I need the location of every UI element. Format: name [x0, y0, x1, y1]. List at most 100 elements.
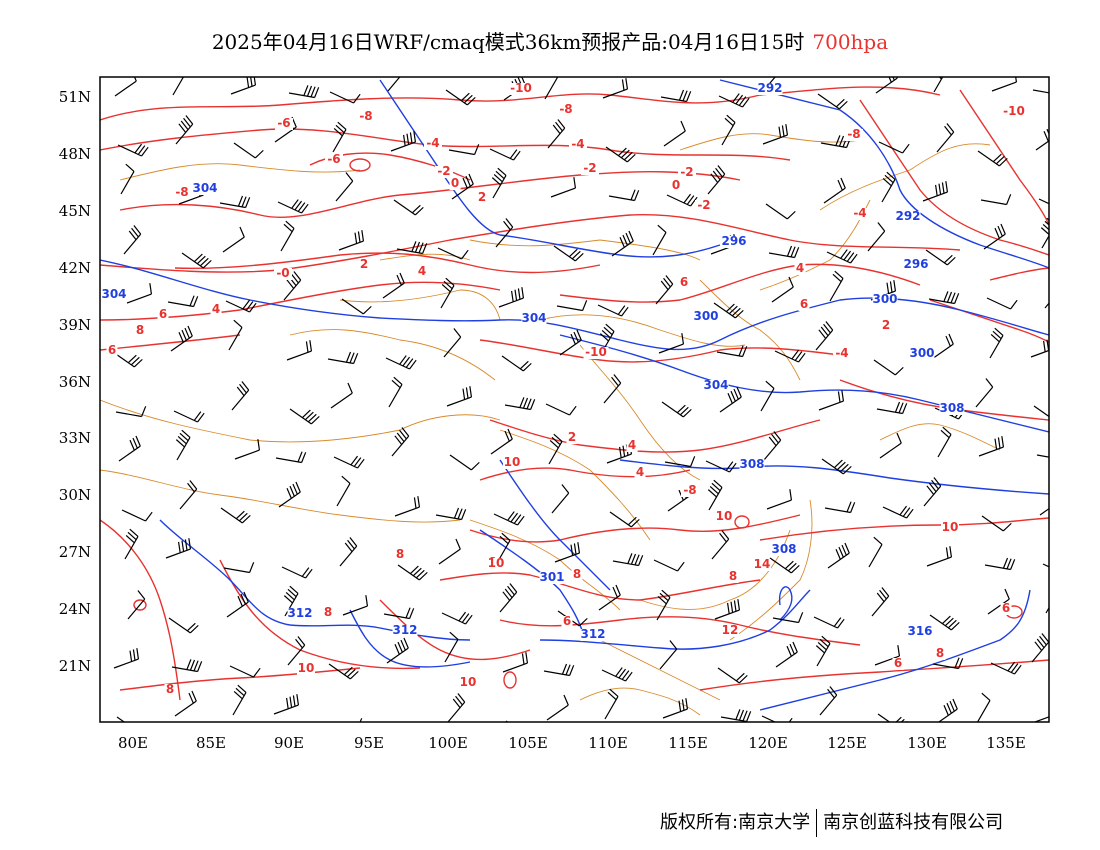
- wind-barb: [491, 167, 507, 199]
- temperature-contour-label: 2: [360, 257, 368, 271]
- wind-barb: [396, 241, 428, 255]
- wind-barb: [611, 230, 634, 257]
- wind-barb: [772, 612, 804, 624]
- wind-barb: [498, 287, 525, 308]
- temperature-contour-line: [929, 299, 1049, 343]
- map-plot-area: -10-8-8-6-6-4-4-2 -20 02-2-4-8-8-102-4-2-0…: [100, 77, 1049, 734]
- terrain-boundary-line: [119, 163, 361, 181]
- geopotential-contour-label: 316: [907, 624, 932, 638]
- contour-label-bg: [394, 549, 406, 561]
- temperature-contour-label: 2: [882, 318, 890, 332]
- contour-label-bg: [106, 345, 118, 357]
- wind-barb: [443, 328, 462, 358]
- wind-barb: [598, 584, 621, 611]
- contour-label-bg: [539, 572, 565, 584]
- temperature-contour-label: 6: [563, 614, 571, 628]
- wind-barb: [937, 426, 952, 458]
- wind-barb: [165, 538, 192, 559]
- temperature-contour-loop: [503, 671, 517, 689]
- contour-label-bg: [435, 166, 453, 178]
- contour-label-bg: [459, 677, 477, 689]
- wind-barb: [127, 590, 146, 620]
- footer-divider: [816, 809, 818, 837]
- contour-label-bg: [693, 311, 719, 323]
- wind-barb: [113, 648, 140, 669]
- wind-barb: [222, 226, 245, 253]
- wind-barb: [123, 225, 142, 255]
- lon-tick-label: 110E: [588, 734, 628, 752]
- wind-barb: [660, 89, 692, 103]
- geopotential-contour-label: 296: [721, 234, 746, 248]
- temperature-contour-label: 4: [636, 465, 644, 479]
- contour-label-bg: [626, 440, 638, 452]
- temperature-contour-label: -8: [175, 185, 188, 199]
- map-frame: [99, 76, 1050, 723]
- lat-tick-label: 48N: [59, 145, 91, 163]
- temperature-contour-line: [499, 616, 861, 646]
- contour-label-bg: [678, 167, 696, 179]
- lon-tick-label: 135E: [986, 734, 1026, 752]
- wind-barb: [813, 616, 845, 629]
- geopotential-contour-label: 292: [757, 81, 782, 95]
- wind-barb: [553, 245, 584, 262]
- wind-barb: [989, 327, 1004, 359]
- contour-label-bg: [322, 607, 334, 619]
- wind-barb: [823, 177, 846, 204]
- wind-barb: [1030, 339, 1049, 358]
- temperature-contour-line: [219, 559, 421, 670]
- wind-barb: [928, 291, 960, 305]
- wind-barb: [333, 455, 365, 469]
- wind-barb: [390, 723, 420, 734]
- wind-barb: [544, 77, 559, 100]
- temperature-contour-label: 6: [800, 297, 808, 311]
- wind-barb: [608, 189, 640, 202]
- temperature-contour-line: [100, 128, 791, 161]
- wind-barb: [551, 484, 570, 514]
- lon-tick-label: 125E: [827, 734, 867, 752]
- temperature-contour-line: [100, 519, 181, 701]
- wind-barb: [990, 661, 1022, 675]
- temperature-contour-label: 14: [754, 557, 771, 571]
- wind-barb: [652, 224, 667, 256]
- terrain-boundary-line: [499, 429, 651, 541]
- wind-barb: [882, 505, 914, 519]
- terrain-boundary-line: [469, 239, 701, 261]
- wind-barb: [339, 537, 358, 567]
- contour-label-bg: [798, 299, 810, 311]
- wind-barb: [330, 382, 353, 409]
- wind-barb: [707, 165, 726, 195]
- wind-barb: [769, 557, 800, 574]
- temperature-contour-line: [119, 667, 361, 691]
- wind-barb: [984, 557, 1016, 571]
- wind-barb: [126, 283, 153, 304]
- wind-barb: [775, 641, 798, 668]
- temperature-contour-label: 8: [166, 682, 174, 696]
- temperature-contour-label: -10: [1003, 104, 1025, 118]
- terrain-boundary-line: [599, 639, 721, 701]
- temperature-contour-loop: [349, 158, 371, 172]
- wind-barb: [765, 203, 796, 220]
- wind-barb: [233, 142, 264, 159]
- contour-label-bg: [569, 139, 587, 151]
- contour-label-bg: [721, 625, 739, 637]
- wind-barb: [548, 433, 563, 465]
- geopotential-contour-label: 300: [909, 346, 934, 360]
- temperature-contour-label: 8: [729, 569, 737, 583]
- wind-barb: [929, 614, 960, 631]
- wind-barb: [768, 245, 800, 259]
- wind-barb: [664, 456, 696, 468]
- lat-tick-label: 21N: [59, 657, 91, 675]
- geopotential-contour-line: [159, 519, 471, 641]
- company-text: 南京创蓝科技有限公司: [823, 812, 1004, 833]
- temperature-contour-label: -0: [276, 266, 289, 280]
- wind-barb: [117, 143, 149, 157]
- wind-barb: [612, 553, 644, 567]
- lon-tick-label: 100E: [428, 734, 468, 752]
- wind-barb: [335, 172, 354, 202]
- temperature-contour-line: [479, 467, 691, 481]
- contour-label-bg: [703, 380, 729, 392]
- wind-barb: [1035, 128, 1049, 151]
- geopotential-contour-label: 304: [703, 378, 728, 392]
- terrain-boundary-line: [879, 423, 1001, 451]
- wind-barb: [871, 587, 890, 617]
